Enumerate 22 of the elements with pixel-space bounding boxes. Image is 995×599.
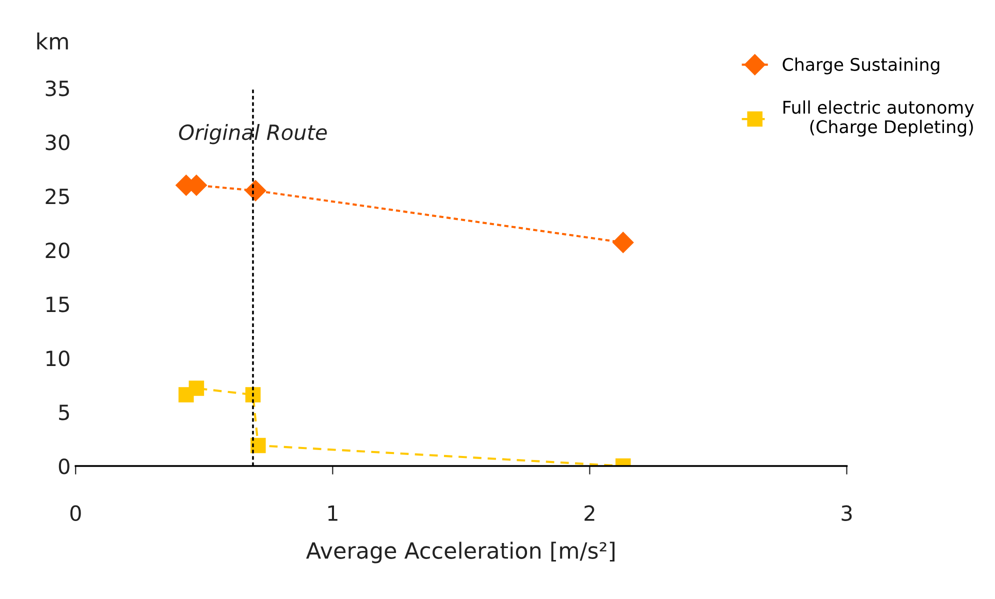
y-axis-title: km <box>37 32 68 50</box>
point <box>245 387 261 402</box>
x-tick-label: 3 <box>842 505 852 522</box>
point <box>188 380 204 396</box>
point <box>245 180 266 202</box>
x-tick-label: 0 <box>70 505 81 522</box>
y-tick-label: 0 <box>58 458 70 474</box>
y-tick-label: 35 <box>46 80 69 96</box>
y-tick-label: 5 <box>59 404 69 420</box>
y-tick-label: 10 <box>46 350 70 366</box>
x-tick-label: 2 <box>584 505 594 521</box>
y-tick-label: 25 <box>46 188 69 204</box>
ref-line-label: Original Route <box>179 124 327 144</box>
y-tick-label: 30 <box>46 134 70 150</box>
legend-label: Charge Sustaining <box>782 58 940 74</box>
point <box>250 438 266 454</box>
legend-label: Full electric autonomy (Charge Depleting) <box>783 100 974 137</box>
y-tick-label: 20 <box>46 242 70 258</box>
x-axis-title: Average Acceleration [m/s²] <box>306 542 614 564</box>
x-tick-label: 1 <box>328 506 338 521</box>
point <box>612 232 634 253</box>
y-tick-label: 15 <box>46 296 69 312</box>
